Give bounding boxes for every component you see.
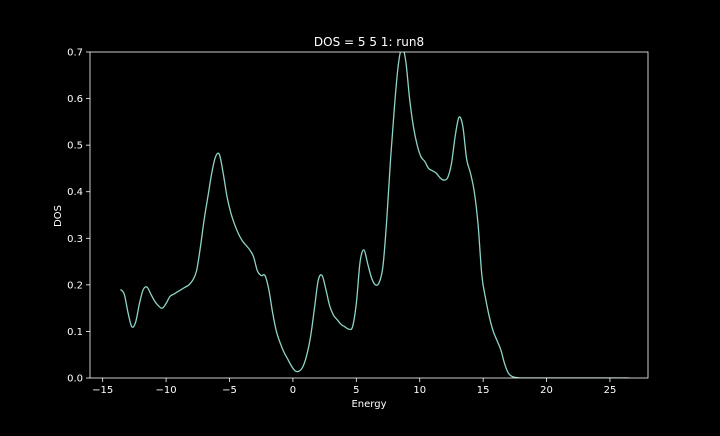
x-tick-label: 5: [353, 385, 359, 396]
chart-title: DOS = 5 5 1: run8: [314, 35, 424, 49]
x-tick-label: 25: [604, 385, 617, 396]
y-tick-label: 0.6: [67, 94, 83, 105]
y-tick-label: 0.2: [67, 280, 83, 291]
x-tick-label: −15: [92, 385, 113, 396]
y-tick-label: 0.3: [67, 234, 83, 245]
y-tick-label: 0.7: [67, 48, 83, 59]
x-tick-label: 10: [413, 385, 426, 396]
y-tick-label: 0.0: [67, 374, 83, 385]
x-axis-label: Energy: [351, 399, 386, 410]
dos-series-line: [119, 52, 629, 378]
y-tick-label: 0.5: [67, 141, 83, 152]
x-tick-label: −10: [156, 385, 177, 396]
y-axis-label: DOS: [53, 205, 64, 227]
y-tick-label: 0.1: [67, 327, 83, 338]
y-tick-label: 0.4: [67, 187, 83, 198]
y-axis-ticks: 0.0 0.1 0.2 0.3 0.4 0.5 0.6 0.7: [67, 48, 90, 385]
series-layer: [119, 52, 629, 378]
x-tick-label: 15: [477, 385, 490, 396]
x-tick-label: −5: [222, 385, 237, 396]
x-tick-label: 0: [290, 385, 296, 396]
x-axis-ticks: −15 −10 −5 0 5 10 15 20 25: [92, 378, 616, 396]
x-tick-label: 20: [540, 385, 553, 396]
plot-frame: [89, 51, 649, 379]
